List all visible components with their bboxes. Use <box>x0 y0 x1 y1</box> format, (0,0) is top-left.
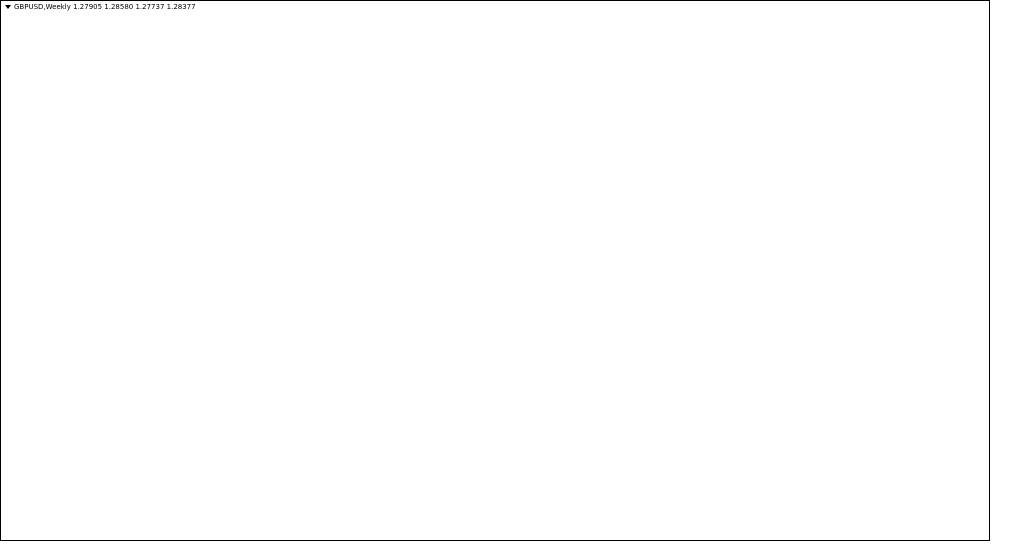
plot-frame <box>0 0 990 541</box>
chart-title: GBPUSD,Weekly 1.27905 1.28580 1.27737 1.… <box>14 3 196 11</box>
symbol-icon <box>5 5 11 9</box>
